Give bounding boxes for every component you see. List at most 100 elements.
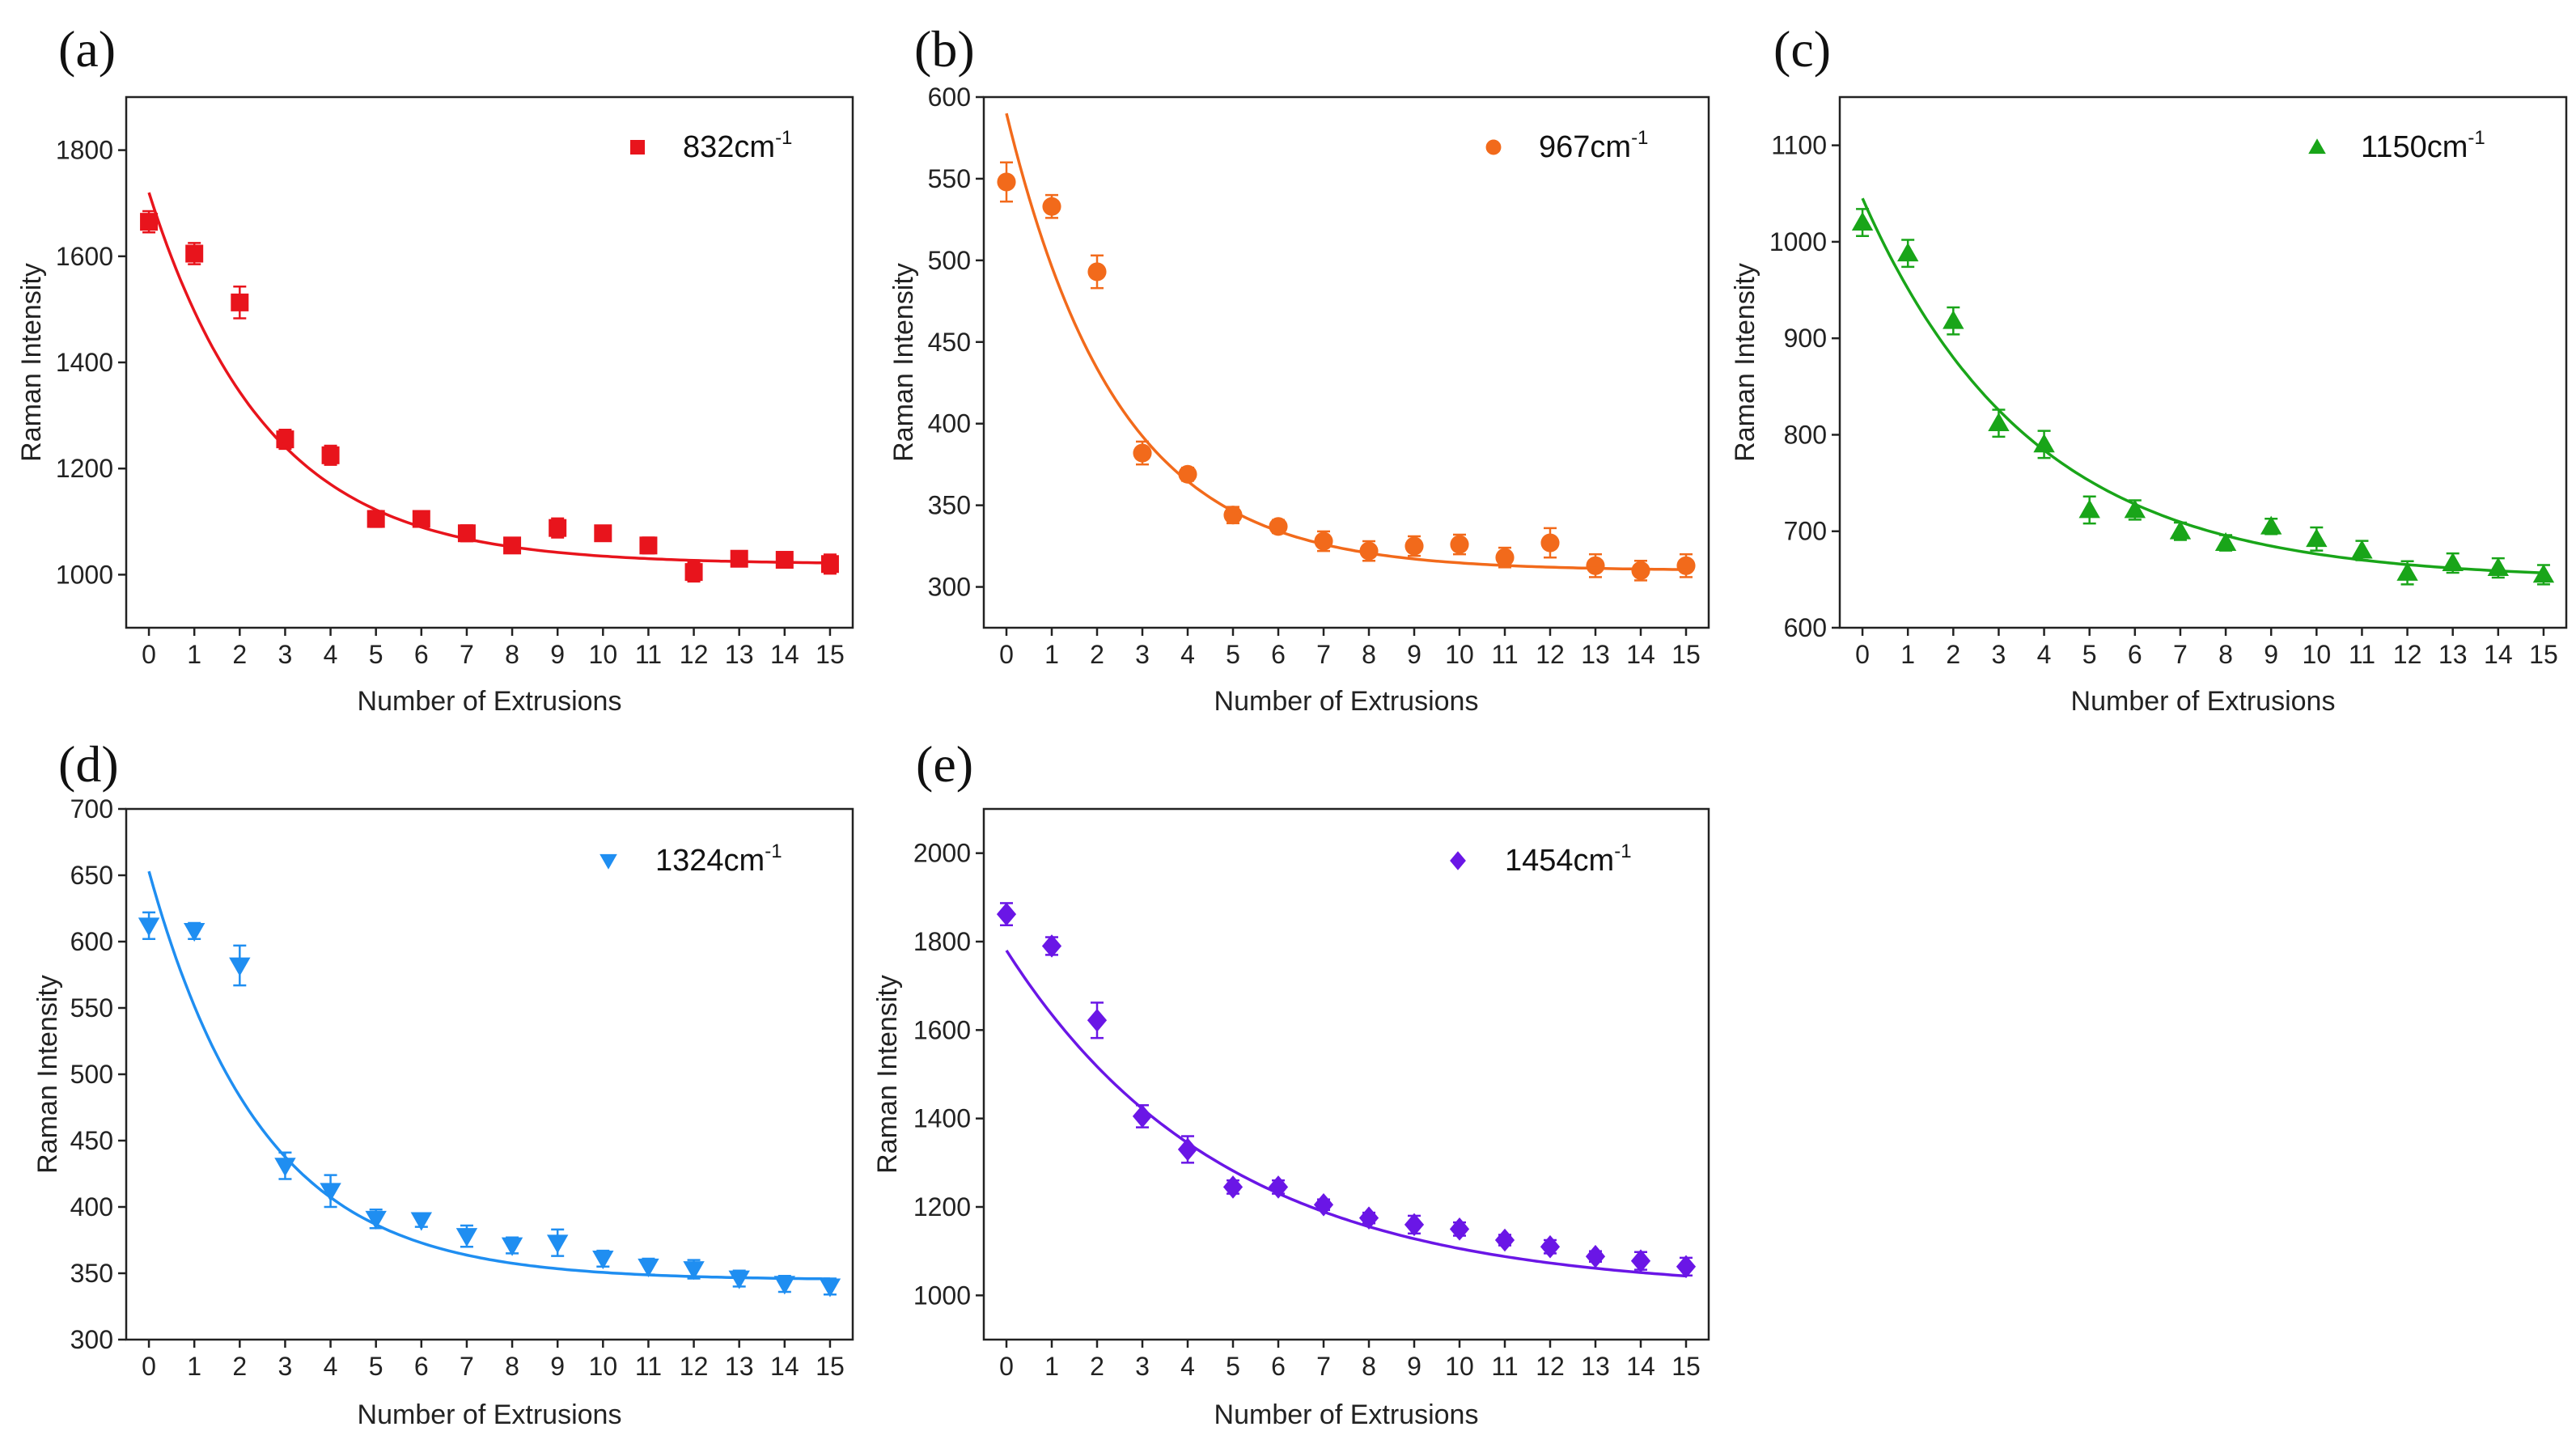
panel-e-y-axis-title: Raman Intensity xyxy=(872,975,903,1174)
y-tick-label: 500 xyxy=(70,1060,113,1089)
data-point xyxy=(1132,1104,1153,1128)
panel-b-plot-frame xyxy=(982,95,1710,629)
data-point xyxy=(2124,499,2146,519)
data-point xyxy=(2169,520,2192,540)
x-tick-label: 12 xyxy=(1536,1352,1565,1381)
x-tick-label: 0 xyxy=(1855,640,1870,669)
x-tick-label: 12 xyxy=(2393,640,2422,669)
x-tick-label: 2 xyxy=(232,640,247,669)
x-tick-label: 3 xyxy=(278,1352,293,1381)
x-tick-label: 7 xyxy=(1316,640,1331,669)
panel-c-legend: 1150cm-1 xyxy=(2308,127,2485,164)
x-tick-label: 14 xyxy=(2484,640,2513,669)
x-tick-label: 11 xyxy=(635,1352,662,1381)
x-tick-label: 12 xyxy=(680,640,709,669)
data-point xyxy=(1222,1175,1244,1199)
x-tick-label: 12 xyxy=(1536,640,1565,669)
y-tick-label: 1600 xyxy=(913,1015,971,1044)
panel-d-fit-curve xyxy=(147,870,830,1281)
data-point xyxy=(773,1276,796,1295)
legend-marker-symbol xyxy=(630,140,645,155)
data-point xyxy=(1988,412,2010,432)
data-point xyxy=(1540,1234,1561,1259)
y-tick-label: 350 xyxy=(928,491,971,520)
x-tick-label: 9 xyxy=(1407,640,1421,669)
legend-marker-symbol xyxy=(600,853,617,870)
x-tick-label: 11 xyxy=(2349,640,2375,669)
data-point xyxy=(501,1237,523,1256)
data-point xyxy=(1041,934,1062,958)
x-tick-label: 10 xyxy=(1445,1352,1474,1381)
data-point xyxy=(1359,541,1379,561)
y-tick-label: 600 xyxy=(1784,613,1827,642)
x-tick-label: 3 xyxy=(1992,640,2006,669)
data-point xyxy=(229,957,251,976)
x-tick-label: 7 xyxy=(2173,640,2188,669)
data-point xyxy=(365,1210,387,1230)
data-point xyxy=(183,922,205,942)
y-tick-label: 300 xyxy=(70,1325,113,1354)
panel-c-letter: (c) xyxy=(1773,20,1831,78)
data-point xyxy=(321,446,340,464)
y-tick-label: 1200 xyxy=(56,454,113,483)
x-tick-label: 9 xyxy=(2264,640,2278,669)
data-point xyxy=(1450,535,1469,554)
data-point xyxy=(775,551,794,569)
x-tick-label: 15 xyxy=(816,1352,845,1381)
y-tick-label: 400 xyxy=(928,409,971,438)
panel-c-legend-marker xyxy=(2308,138,2326,155)
data-point xyxy=(594,524,612,543)
y-tick-label: 800 xyxy=(1784,420,1827,449)
x-tick-label: 10 xyxy=(589,1352,618,1381)
data-point xyxy=(2351,540,2373,559)
x-tick-label: 8 xyxy=(2218,640,2233,669)
x-tick-label: 11 xyxy=(1491,640,1518,669)
data-point xyxy=(1314,531,1333,551)
data-point xyxy=(1268,1175,1289,1199)
data-point xyxy=(728,1270,750,1289)
x-tick-label: 0 xyxy=(142,640,156,669)
y-tick-label: 550 xyxy=(70,993,113,1022)
x-tick-label: 9 xyxy=(550,640,565,669)
panel-b: (b) 0 1 2 3 4 5 6 7 8 9 10 11 12 13 14 1530035040045050… xyxy=(888,20,1710,717)
x-tick-label: 14 xyxy=(1626,640,1655,669)
data-point xyxy=(1358,1206,1379,1230)
y-tick-label: 1800 xyxy=(913,927,971,956)
data-point xyxy=(996,902,1017,926)
x-tick-label: 3 xyxy=(278,640,293,669)
x-tick-label: 8 xyxy=(505,640,519,669)
x-tick-label: 11 xyxy=(1491,1352,1518,1381)
x-tick-label: 12 xyxy=(680,1352,709,1381)
x-tick-label: 14 xyxy=(1626,1352,1655,1381)
y-tick-label: 550 xyxy=(928,164,971,193)
data-point xyxy=(1676,556,1696,575)
x-tick-label: 4 xyxy=(1180,640,1195,669)
panel-b-fit-curve xyxy=(1005,112,1686,571)
data-point xyxy=(410,1212,433,1231)
panel-c-y-axis-title: Raman Intensity xyxy=(1730,263,1760,462)
y-tick-label: 900 xyxy=(1784,324,1827,353)
panel-b-ticks: 0 1 2 3 4 5 6 7 8 9 10 11 12 13 14 15300350400450500550… xyxy=(928,83,1701,669)
panel-d-legend-label: 1324cm-1 xyxy=(655,840,782,878)
x-tick-label: 1 xyxy=(1044,1352,1059,1381)
x-tick-label: 8 xyxy=(1362,640,1376,669)
x-tick-label: 1 xyxy=(187,1352,201,1381)
y-tick-label: 1400 xyxy=(56,348,113,377)
data-point xyxy=(820,555,839,574)
data-point xyxy=(684,563,703,582)
x-tick-label: 0 xyxy=(142,1352,156,1381)
x-tick-label: 7 xyxy=(1316,1352,1331,1381)
x-tick-label: 13 xyxy=(725,1352,754,1381)
data-point xyxy=(639,536,658,555)
data-point xyxy=(2260,515,2282,535)
x-tick-label: 4 xyxy=(2037,640,2052,669)
data-point xyxy=(1851,211,1874,231)
data-point xyxy=(1313,1192,1334,1217)
x-tick-label: 13 xyxy=(1581,1352,1610,1381)
data-point xyxy=(1087,1009,1108,1032)
x-tick-label: 14 xyxy=(770,1352,799,1381)
y-tick-label: 1800 xyxy=(56,136,113,165)
data-point xyxy=(1585,1244,1606,1268)
data-point xyxy=(1494,1228,1515,1252)
panel-d-ticks: 0 1 2 3 4 5 6 7 8 9 10 11 12 13 14 15300350400450500550… xyxy=(70,794,845,1381)
